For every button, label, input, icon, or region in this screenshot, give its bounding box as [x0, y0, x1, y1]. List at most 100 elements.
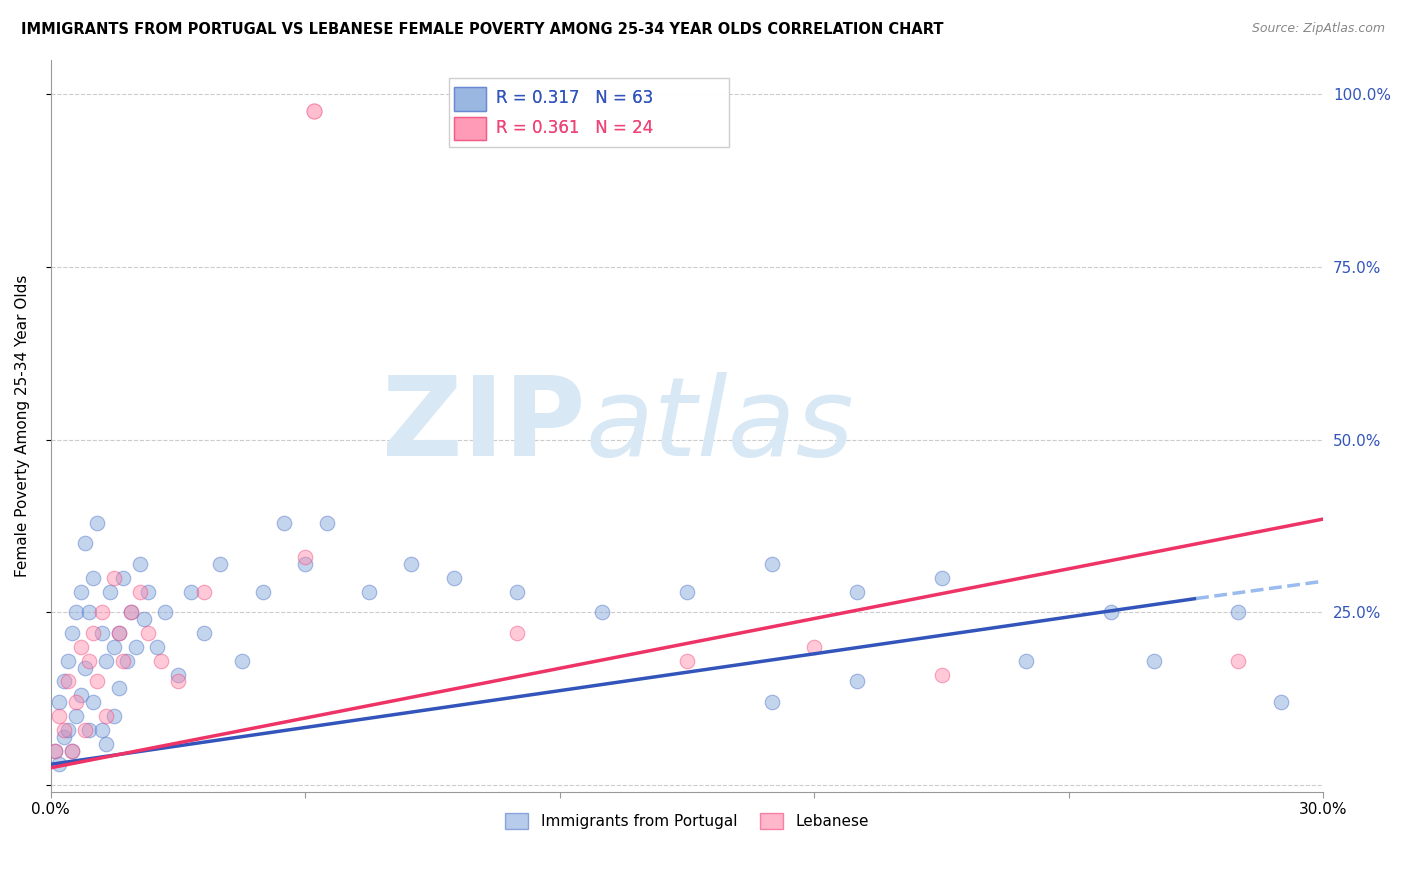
Point [315, 516, 337, 530]
Point [1015, 654, 1038, 668]
Point [48, 709, 70, 723]
Point [44, 743, 66, 757]
Point [56, 723, 79, 737]
Point [1270, 695, 1292, 709]
Point [155, 605, 177, 619]
Point [94, 709, 117, 723]
Point [931, 571, 953, 585]
Point [65, 709, 87, 723]
Point [82, 571, 104, 585]
Point [193, 584, 215, 599]
Point [60, 743, 83, 757]
Point [107, 626, 129, 640]
Point [60, 626, 83, 640]
Point [94, 654, 117, 668]
Text: R = 0.317   N = 63: R = 0.317 N = 63 [496, 89, 654, 107]
Point [44, 743, 66, 757]
Point [77, 723, 100, 737]
Point [506, 584, 529, 599]
Point [294, 557, 316, 571]
Point [167, 674, 190, 689]
Point [56, 674, 79, 689]
Point [52, 674, 75, 689]
Point [357, 584, 380, 599]
Point [1227, 605, 1250, 619]
Text: R = 0.361   N = 24: R = 0.361 N = 24 [496, 119, 654, 136]
Point [124, 640, 146, 654]
Point [86, 516, 108, 530]
Point [111, 571, 134, 585]
Point [98, 584, 121, 599]
Point [120, 605, 142, 619]
FancyBboxPatch shape [449, 78, 730, 147]
Point [180, 584, 202, 599]
Point [302, 104, 325, 119]
Point [73, 536, 96, 550]
Point [60, 743, 83, 757]
FancyBboxPatch shape [454, 87, 486, 111]
Point [82, 626, 104, 640]
Point [82, 695, 104, 709]
Point [48, 695, 70, 709]
Point [107, 626, 129, 640]
Point [65, 605, 87, 619]
Point [73, 723, 96, 737]
Point [167, 667, 190, 681]
Point [845, 674, 868, 689]
Point [73, 660, 96, 674]
Point [56, 654, 79, 668]
Text: IMMIGRANTS FROM PORTUGAL VS LEBANESE FEMALE POVERTY AMONG 25-34 YEAR OLDS CORREL: IMMIGRANTS FROM PORTUGAL VS LEBANESE FEM… [21, 22, 943, 37]
Point [150, 654, 173, 668]
Point [676, 584, 699, 599]
Point [138, 584, 160, 599]
Point [443, 571, 465, 585]
Point [48, 757, 70, 772]
Point [506, 626, 529, 640]
Point [120, 605, 142, 619]
Y-axis label: Female Poverty Among 25-34 Year Olds: Female Poverty Among 25-34 Year Olds [15, 275, 30, 577]
Point [69, 688, 91, 702]
Legend: Immigrants from Portugal, Lebanese: Immigrants from Portugal, Lebanese [499, 807, 875, 836]
Point [591, 605, 613, 619]
Point [146, 640, 169, 654]
Point [90, 723, 112, 737]
Point [69, 584, 91, 599]
Point [1142, 654, 1164, 668]
FancyBboxPatch shape [454, 117, 486, 140]
Point [103, 571, 125, 585]
Point [52, 730, 75, 744]
Point [138, 626, 160, 640]
Point [209, 557, 232, 571]
Point [1099, 605, 1122, 619]
Point [103, 709, 125, 723]
Point [90, 626, 112, 640]
Text: Source: ZipAtlas.com: Source: ZipAtlas.com [1251, 22, 1385, 36]
Point [845, 584, 868, 599]
Text: R = 0.317   N = 63: R = 0.317 N = 63 [496, 89, 654, 107]
Point [107, 681, 129, 696]
Point [676, 654, 699, 668]
Point [52, 723, 75, 737]
Text: R = 0.361   N = 24: R = 0.361 N = 24 [496, 119, 654, 136]
Point [1227, 654, 1250, 668]
Point [90, 605, 112, 619]
Point [761, 695, 783, 709]
Point [134, 612, 156, 626]
Point [65, 695, 87, 709]
Point [193, 626, 215, 640]
Point [931, 667, 953, 681]
Point [803, 640, 825, 654]
Point [252, 584, 274, 599]
Point [86, 674, 108, 689]
Point [111, 654, 134, 668]
Point [273, 516, 295, 530]
Point [294, 549, 316, 564]
Text: ZIP: ZIP [382, 372, 585, 479]
Point [94, 737, 117, 751]
Point [103, 640, 125, 654]
Point [401, 557, 423, 571]
Point [115, 654, 138, 668]
Text: atlas: atlas [585, 372, 853, 479]
Point [129, 584, 152, 599]
Point [69, 640, 91, 654]
